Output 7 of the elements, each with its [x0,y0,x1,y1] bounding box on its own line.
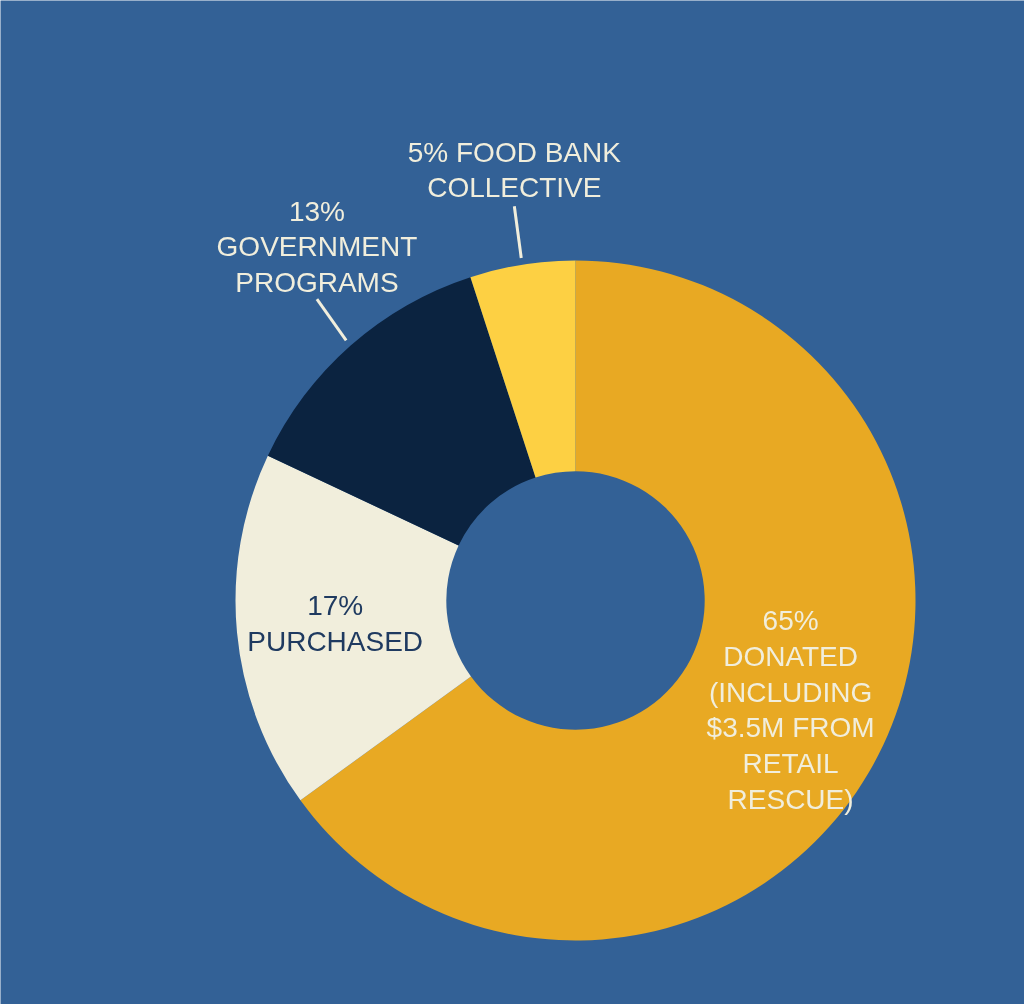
data-label: 13% [288,195,345,227]
slice-label: GOVERNMENT PROGRAMS [216,231,418,299]
slice-label: PURCHASED [247,625,424,657]
data-label: 17% [307,589,364,621]
data-label: 65% [762,605,819,637]
slice-label: DONATED (INCLUDING $3.5M FROM RETAIL RESCUE) [706,641,875,815]
slice-label: 5% FOOD BANK COLLECTIVE [407,136,622,204]
